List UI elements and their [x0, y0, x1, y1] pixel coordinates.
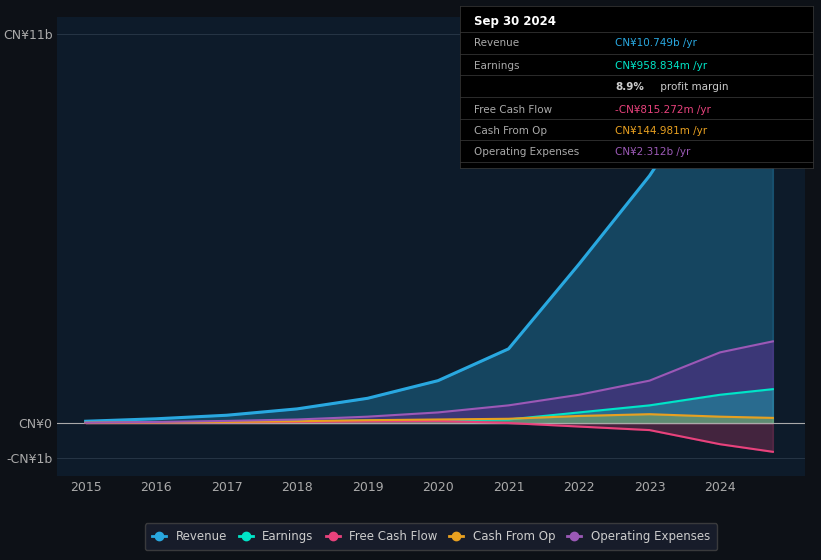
- Text: Earnings: Earnings: [474, 60, 520, 71]
- Text: Revenue: Revenue: [474, 38, 519, 48]
- Text: profit margin: profit margin: [658, 82, 729, 92]
- Text: Cash From Op: Cash From Op: [474, 125, 547, 136]
- Text: -CN¥815.272m /yr: -CN¥815.272m /yr: [615, 105, 711, 115]
- Text: CN¥144.981m /yr: CN¥144.981m /yr: [615, 125, 707, 136]
- Text: CN¥2.312b /yr: CN¥2.312b /yr: [615, 147, 690, 157]
- Text: Operating Expenses: Operating Expenses: [474, 147, 579, 157]
- Legend: Revenue, Earnings, Free Cash Flow, Cash From Op, Operating Expenses: Revenue, Earnings, Free Cash Flow, Cash …: [144, 523, 718, 550]
- Text: 8.9%: 8.9%: [615, 82, 644, 92]
- Text: Sep 30 2024: Sep 30 2024: [474, 15, 556, 29]
- Text: CN¥958.834m /yr: CN¥958.834m /yr: [615, 60, 707, 71]
- Text: CN¥10.749b /yr: CN¥10.749b /yr: [615, 38, 697, 48]
- Text: Free Cash Flow: Free Cash Flow: [474, 105, 552, 115]
